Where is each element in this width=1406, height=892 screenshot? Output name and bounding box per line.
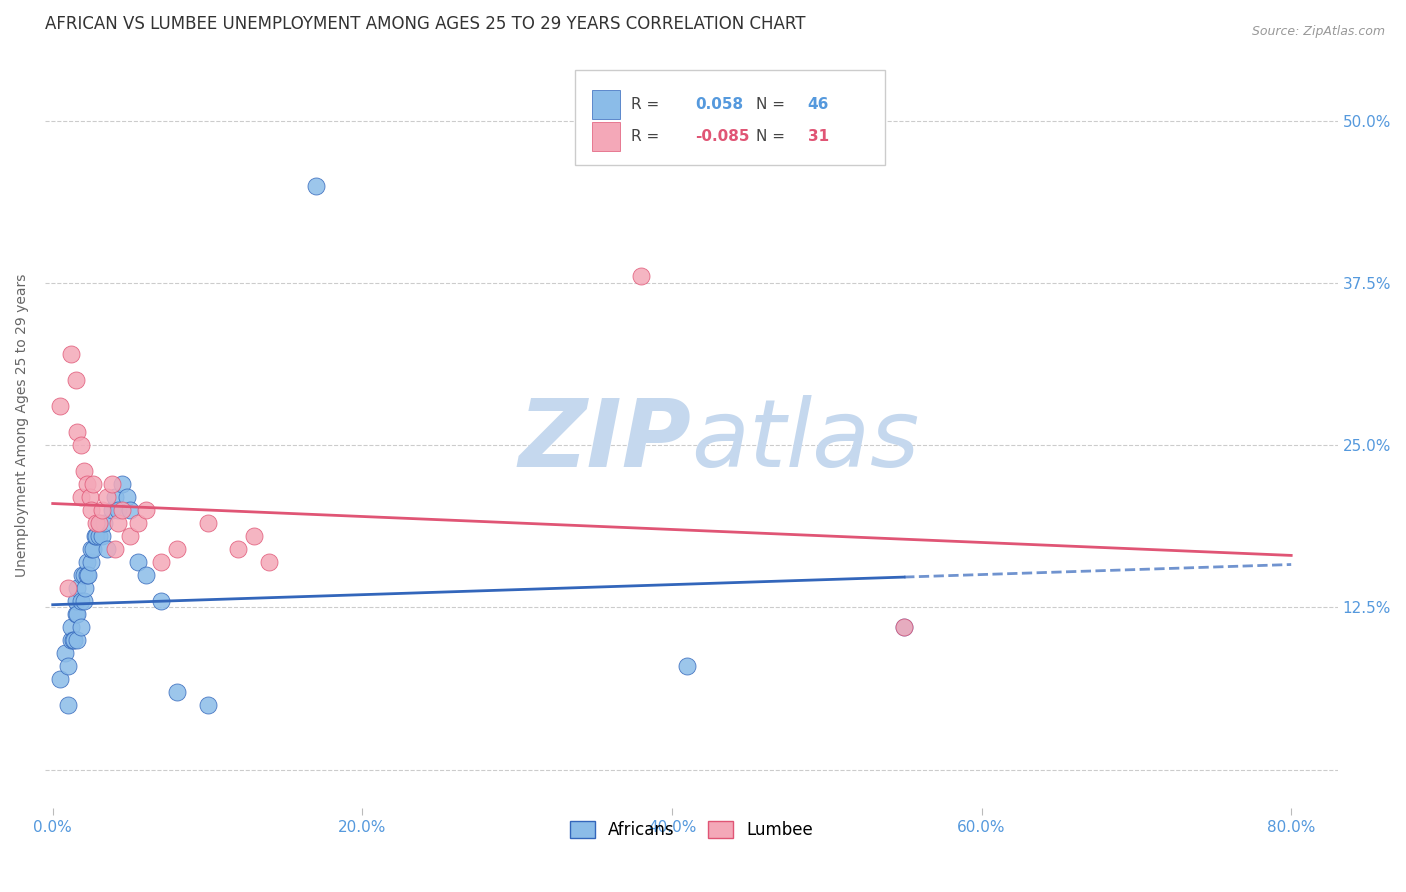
Text: 0.058: 0.058: [695, 97, 744, 112]
Y-axis label: Unemployment Among Ages 25 to 29 years: Unemployment Among Ages 25 to 29 years: [15, 274, 30, 577]
Bar: [592, 122, 620, 152]
Text: R =: R =: [630, 129, 664, 145]
Text: R =: R =: [630, 97, 664, 112]
Point: [65, 607, 87, 621]
Point: [69, 620, 91, 634]
Point: [120, 529, 142, 543]
Point: [62, 632, 84, 647]
Point: [60, 347, 83, 361]
Text: N =: N =: [756, 97, 790, 112]
Point: [111, 477, 134, 491]
Point: [259, 555, 281, 569]
Text: 46: 46: [807, 97, 830, 112]
Point: [58, 658, 80, 673]
Point: [84, 529, 107, 543]
Point: [89, 516, 111, 530]
FancyBboxPatch shape: [575, 70, 886, 165]
Point: [115, 490, 138, 504]
Text: ZIP: ZIP: [519, 395, 692, 487]
Point: [80, 555, 103, 569]
Point: [96, 490, 118, 504]
Point: [73, 464, 96, 478]
Point: [89, 529, 111, 543]
Text: atlas: atlas: [692, 395, 920, 486]
Point: [76, 567, 98, 582]
Point: [82, 477, 104, 491]
Point: [66, 607, 89, 621]
Point: [91, 529, 114, 543]
Point: [66, 425, 89, 439]
Point: [197, 698, 219, 712]
Legend: Africans, Lumbee: Africans, Lumbee: [562, 814, 820, 846]
Point: [84, 516, 107, 530]
Text: -0.085: -0.085: [695, 129, 749, 145]
Bar: [592, 90, 620, 119]
Point: [100, 503, 122, 517]
Point: [80, 541, 103, 556]
Point: [82, 541, 104, 556]
Point: [73, 594, 96, 608]
Point: [107, 516, 129, 530]
Point: [893, 620, 915, 634]
Text: N =: N =: [756, 129, 790, 145]
Point: [75, 581, 97, 595]
Point: [630, 269, 652, 284]
Point: [150, 555, 173, 569]
Point: [77, 567, 100, 582]
Point: [104, 541, 127, 556]
Point: [80, 503, 103, 517]
Point: [104, 490, 127, 504]
Point: [49, 399, 72, 413]
Point: [676, 658, 699, 673]
Point: [107, 503, 129, 517]
Text: 31: 31: [807, 129, 828, 145]
Point: [150, 594, 173, 608]
Point: [58, 698, 80, 712]
Point: [60, 632, 83, 647]
Point: [83, 529, 105, 543]
Point: [166, 684, 188, 698]
Point: [53, 646, 76, 660]
Point: [49, 672, 72, 686]
Point: [111, 503, 134, 517]
Point: [135, 567, 157, 582]
Point: [76, 477, 98, 491]
Point: [70, 567, 93, 582]
Text: Source: ZipAtlas.com: Source: ZipAtlas.com: [1251, 25, 1385, 38]
Point: [65, 594, 87, 608]
Point: [91, 503, 114, 517]
Point: [100, 477, 122, 491]
Point: [228, 541, 250, 556]
Point: [63, 632, 86, 647]
Point: [66, 581, 89, 595]
Point: [135, 503, 157, 517]
Point: [69, 594, 91, 608]
Point: [69, 490, 91, 504]
Point: [73, 567, 96, 582]
Point: [65, 373, 87, 387]
Point: [120, 503, 142, 517]
Point: [89, 516, 111, 530]
Point: [305, 178, 328, 193]
Point: [166, 541, 188, 556]
Point: [58, 581, 80, 595]
Point: [243, 529, 266, 543]
Point: [96, 541, 118, 556]
Point: [197, 516, 219, 530]
Point: [76, 555, 98, 569]
Point: [66, 632, 89, 647]
Point: [127, 555, 149, 569]
Point: [93, 516, 115, 530]
Point: [893, 620, 915, 634]
Point: [79, 490, 101, 504]
Point: [69, 438, 91, 452]
Point: [127, 516, 149, 530]
Point: [60, 620, 83, 634]
Text: AFRICAN VS LUMBEE UNEMPLOYMENT AMONG AGES 25 TO 29 YEARS CORRELATION CHART: AFRICAN VS LUMBEE UNEMPLOYMENT AMONG AGE…: [45, 15, 806, 33]
